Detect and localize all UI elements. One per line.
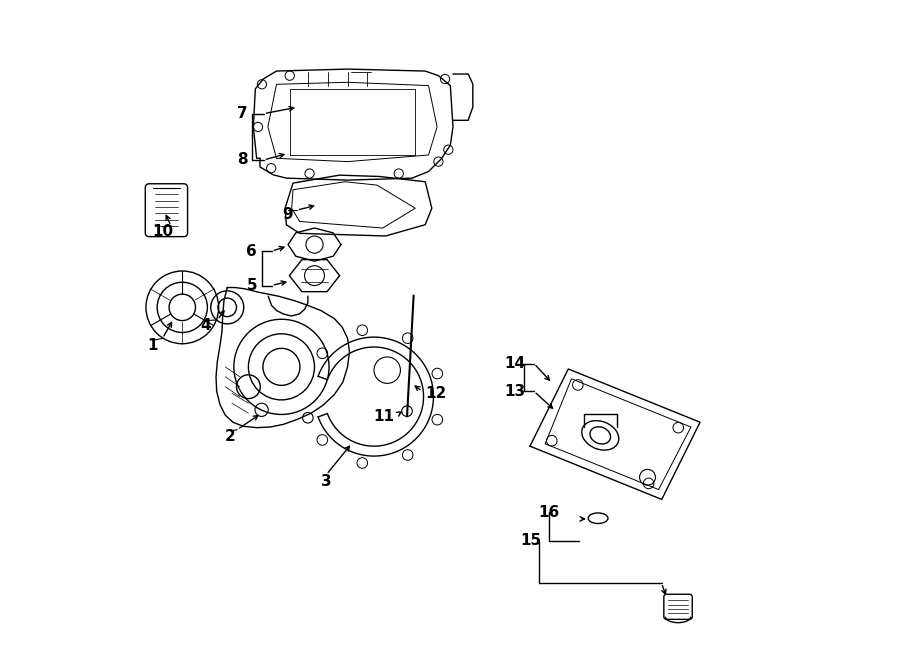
Text: 14: 14	[504, 356, 526, 371]
Text: 5: 5	[247, 278, 257, 293]
Text: 1: 1	[148, 338, 157, 352]
Text: 13: 13	[504, 384, 526, 399]
Text: 8: 8	[237, 153, 248, 167]
Text: 2: 2	[225, 429, 236, 444]
Text: 12: 12	[425, 386, 446, 401]
Text: 10: 10	[152, 224, 173, 239]
Text: 9: 9	[283, 208, 293, 222]
Text: 3: 3	[321, 474, 332, 488]
Text: 4: 4	[200, 318, 211, 332]
Text: 11: 11	[373, 409, 394, 424]
Text: 16: 16	[538, 505, 560, 520]
Text: 6: 6	[247, 244, 257, 258]
Text: 15: 15	[520, 533, 541, 548]
Text: 7: 7	[237, 106, 248, 121]
